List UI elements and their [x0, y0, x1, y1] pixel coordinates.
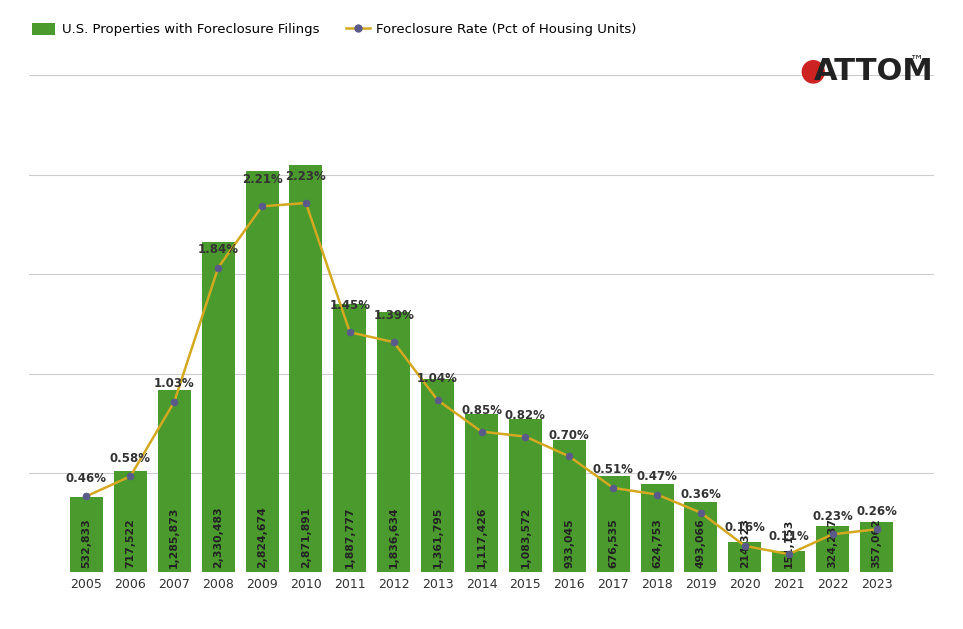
Bar [114, 470, 146, 572]
Text: 624,753: 624,753 [652, 518, 662, 568]
Text: 1.84%: 1.84% [197, 243, 239, 256]
Legend: U.S. Properties with Foreclosure Filings, Foreclosure Rate (Pct of Housing Units: U.S. Properties with Foreclosure Filings… [26, 18, 642, 42]
Text: 357,062: 357,062 [872, 518, 881, 568]
Text: 676,535: 676,535 [609, 518, 618, 568]
Bar [465, 414, 498, 572]
Text: 151,153: 151,153 [784, 519, 794, 568]
Text: 1,887,777: 1,887,777 [345, 506, 354, 568]
Bar [201, 242, 235, 572]
Text: 1.45%: 1.45% [329, 299, 371, 313]
Text: 1,285,873: 1,285,873 [169, 507, 179, 568]
Bar [860, 521, 893, 572]
Text: ™: ™ [910, 53, 924, 67]
Bar [70, 497, 103, 572]
Text: 0.58%: 0.58% [110, 452, 151, 465]
Text: 2,330,483: 2,330,483 [213, 506, 223, 568]
Text: 0.51%: 0.51% [593, 464, 634, 476]
Bar [772, 551, 805, 572]
Text: 214,323: 214,323 [740, 518, 750, 568]
Bar [685, 503, 717, 572]
Text: 0.16%: 0.16% [724, 521, 766, 534]
Text: 493,066: 493,066 [696, 518, 706, 568]
Text: 2.23%: 2.23% [286, 170, 326, 183]
Text: 1,117,426: 1,117,426 [477, 506, 486, 568]
Text: 1.39%: 1.39% [374, 309, 414, 322]
Bar [508, 418, 542, 572]
Text: 0.11%: 0.11% [768, 530, 809, 543]
Bar [597, 476, 630, 572]
Text: ATTOM: ATTOM [814, 57, 933, 86]
Text: 1,361,795: 1,361,795 [432, 507, 443, 568]
Text: 532,833: 532,833 [82, 518, 91, 568]
Text: ●: ● [799, 57, 826, 86]
Bar [553, 440, 586, 572]
Text: 0.36%: 0.36% [681, 488, 721, 501]
Text: 1.03%: 1.03% [154, 377, 195, 390]
Text: 1,083,572: 1,083,572 [520, 507, 531, 568]
Text: 0.82%: 0.82% [505, 409, 546, 421]
Bar [728, 542, 762, 572]
Text: 2.21%: 2.21% [242, 174, 282, 186]
Bar [333, 304, 366, 572]
Text: 1,836,634: 1,836,634 [389, 506, 399, 568]
Text: 2,871,891: 2,871,891 [301, 507, 311, 568]
Text: 933,045: 933,045 [564, 518, 574, 568]
Bar [246, 171, 278, 572]
Bar [421, 379, 455, 572]
Text: 1.04%: 1.04% [417, 372, 458, 385]
Text: 2,824,674: 2,824,674 [257, 506, 267, 568]
Text: 0.26%: 0.26% [856, 504, 897, 518]
Bar [158, 390, 191, 572]
Text: 0.23%: 0.23% [812, 509, 853, 523]
Text: 324,237: 324,237 [827, 518, 838, 568]
Text: 0.46%: 0.46% [66, 472, 107, 484]
Bar [377, 311, 410, 572]
Text: 0.47%: 0.47% [637, 470, 678, 483]
Text: 717,522: 717,522 [125, 518, 136, 568]
Bar [290, 165, 323, 572]
Bar [817, 526, 849, 572]
Bar [640, 484, 673, 572]
Text: 0.70%: 0.70% [549, 428, 589, 442]
Text: 0.85%: 0.85% [461, 404, 502, 416]
